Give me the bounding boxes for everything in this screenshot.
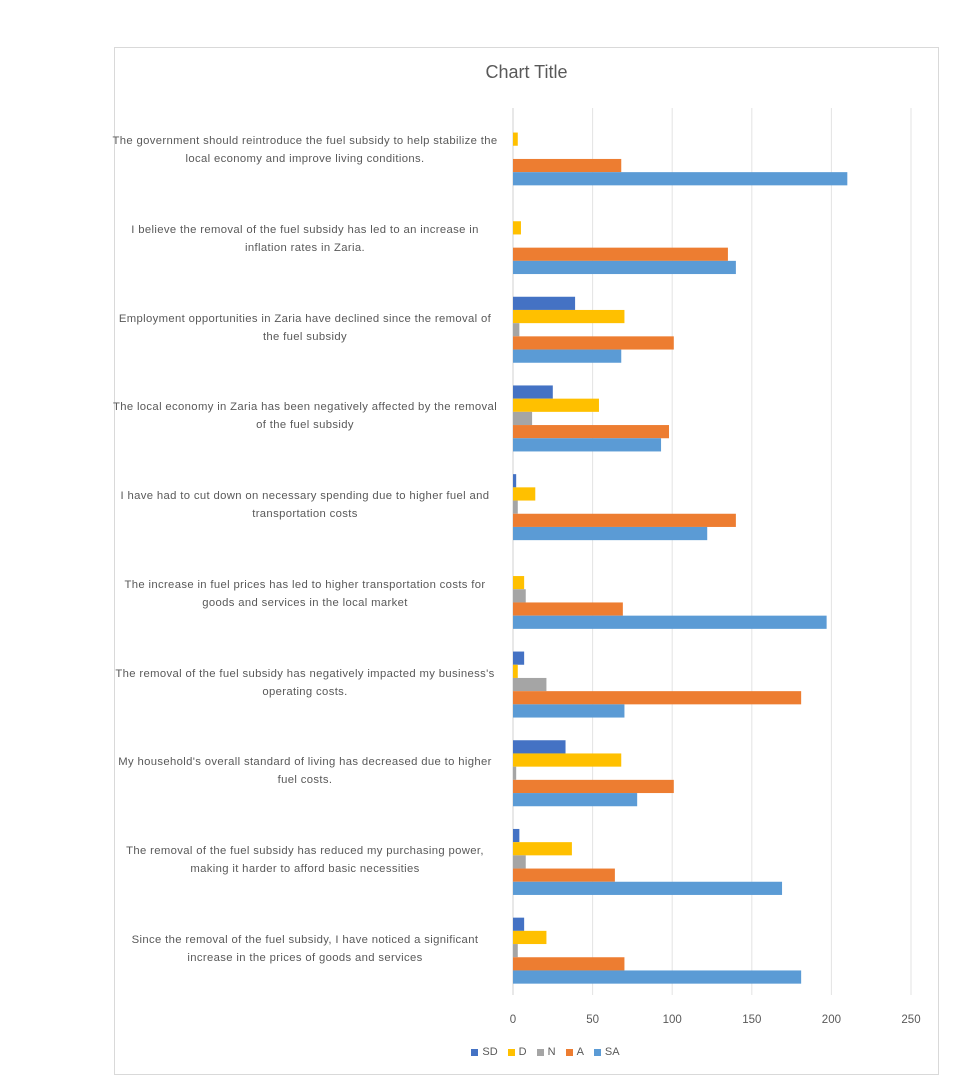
legend-swatch (507, 1048, 515, 1056)
category-label: I have had to cut down on necessary spen… (120, 490, 490, 521)
legend-swatch (471, 1048, 479, 1056)
legend: SD D N A SA (0, 1046, 971, 1058)
bar-n (513, 944, 518, 958)
bar-a (513, 513, 736, 527)
bar-a (513, 158, 622, 173)
bar-d (513, 930, 547, 945)
bar-sa (513, 349, 622, 363)
bar-d (513, 398, 599, 412)
bar-n (513, 500, 518, 514)
bar-a (513, 602, 623, 616)
bar-sd (513, 828, 520, 843)
legend-label: A (576, 1046, 584, 1058)
bar-n (513, 766, 517, 780)
bar-a (513, 691, 802, 705)
bar-sd (513, 296, 576, 310)
chart-area (114, 47, 939, 1075)
bar-sa (513, 970, 802, 984)
legend-item-a: A (565, 1046, 584, 1058)
legend-label: N (547, 1046, 556, 1058)
bar-n (513, 677, 547, 692)
bar-d (513, 309, 625, 324)
bar-sa (513, 793, 638, 807)
bar-a (513, 957, 625, 971)
bar-sa (513, 704, 625, 718)
category-label: My household's overall standard of livin… (118, 756, 492, 787)
legend-swatch (593, 1048, 601, 1056)
legend-item-n: N (536, 1046, 556, 1058)
category-label: The removal of the fuel subsidy has redu… (126, 844, 484, 875)
bar-sd (513, 917, 525, 931)
category-label: The increase in fuel prices has led to h… (124, 578, 486, 609)
bar-n (513, 589, 526, 603)
category-label: Since the removal of the fuel subsidy, I… (131, 933, 479, 964)
bar-a (513, 868, 615, 882)
x-tick-label: 250 (901, 1014, 921, 1026)
bar-d (513, 842, 572, 856)
bar-sa (513, 438, 662, 452)
x-tick-label: 150 (742, 1014, 762, 1026)
bar-a (513, 425, 670, 439)
bar-d (513, 221, 521, 235)
category-label: The removal of the fuel subsidy has nega… (115, 667, 495, 698)
bar-sa (513, 526, 708, 541)
bar-n (513, 855, 526, 869)
bar-a (513, 779, 674, 794)
bar-a (513, 336, 674, 350)
bar-a (513, 247, 728, 261)
bar-d (513, 753, 622, 767)
legend-item-sa: SA (593, 1046, 620, 1058)
legend-item-sd: SD (471, 1046, 498, 1058)
bar-sa (513, 881, 783, 895)
bar-sa (513, 172, 848, 186)
legend-swatch (536, 1048, 544, 1056)
legend-label: SA (604, 1046, 620, 1058)
x-tick-label: 0 (509, 1014, 517, 1026)
bar-sa (513, 615, 827, 629)
bar-sd (513, 385, 553, 399)
x-tick-label: 50 (586, 1014, 599, 1026)
bar-d (513, 132, 518, 146)
category-label: Employment opportunities in Zaria have d… (118, 312, 492, 343)
bar-n (513, 323, 520, 337)
x-tick-label: 200 (821, 1014, 841, 1026)
bar-sd (513, 651, 525, 665)
bar-n (513, 411, 533, 426)
bar-d (513, 576, 525, 590)
bar-d (513, 664, 518, 678)
chart-title: Chart Title (485, 62, 568, 82)
legend-item-d: D (507, 1046, 527, 1058)
category-label: The government should reintroduce the fu… (112, 135, 498, 166)
bar-sa (513, 260, 736, 275)
category-label: The local economy in Zaria has been nega… (112, 401, 498, 432)
legend-label: D (518, 1046, 527, 1058)
bar-sd (513, 474, 517, 488)
bar-d (513, 487, 536, 501)
bar-sd (513, 740, 566, 754)
category-label: I believe the removal of the fuel subsid… (131, 224, 479, 255)
legend-swatch (565, 1048, 573, 1056)
x-tick-label: 100 (662, 1014, 682, 1026)
legend-label: SD (482, 1046, 498, 1058)
